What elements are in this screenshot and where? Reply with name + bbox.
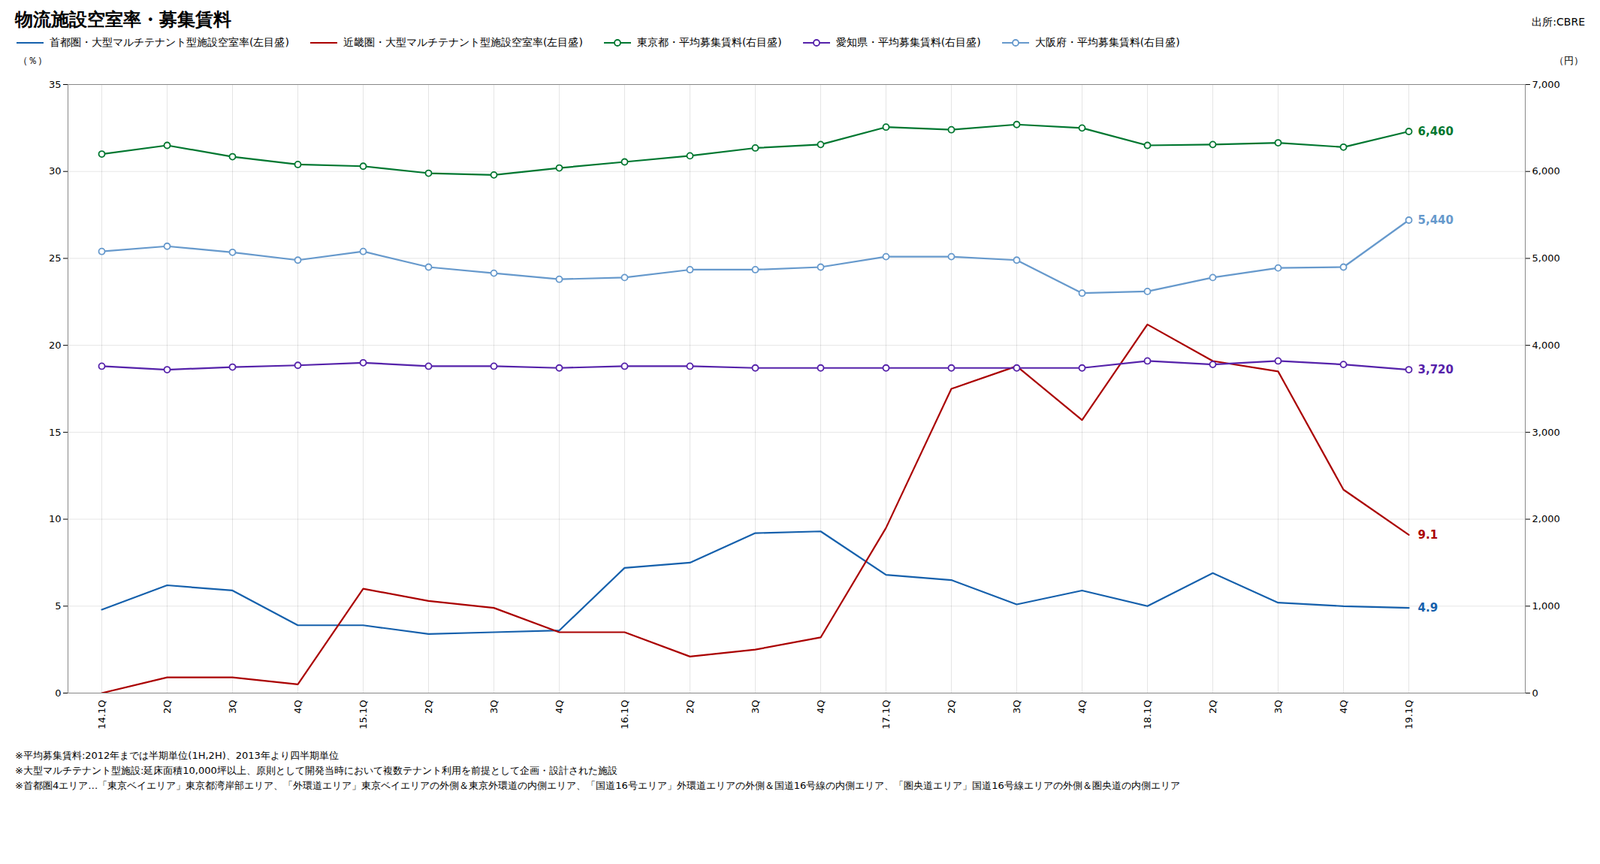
svg-text:4Q: 4Q	[292, 700, 304, 715]
svg-text:0: 0	[1532, 687, 1539, 699]
svg-text:14.1Q: 14.1Q	[96, 700, 108, 730]
svg-text:10: 10	[48, 513, 62, 525]
svg-text:3Q: 3Q	[749, 700, 761, 715]
svg-text:4,000: 4,000	[1532, 339, 1561, 351]
svg-text:15: 15	[48, 426, 62, 438]
svg-text:3Q: 3Q	[226, 700, 239, 715]
html-text:東京都・平均募集賃料(右目盛): 東京都・平均募集賃料(右目盛)	[636, 36, 782, 49]
svg-text:3,000: 3,000	[1532, 426, 1561, 438]
svg-text:4Q: 4Q	[1337, 700, 1350, 715]
html-text:愛知県・平均募集賃料(右目盛): 愛知県・平均募集賃料(右目盛)	[835, 36, 981, 49]
svg-text:30: 30	[48, 165, 62, 177]
html-text:出所:CBRE: 出所:CBRE	[1531, 15, 1585, 28]
svg-text:3Q: 3Q	[488, 700, 500, 715]
svg-text:16.1Q: 16.1Q	[618, 700, 631, 730]
html-text:近畿圏・大型マルチテナント型施設空室率(左目盛): 近畿圏・大型マルチテナント型施設空室率(左目盛)	[343, 36, 583, 49]
svg-text:7,000: 7,000	[1532, 78, 1561, 91]
html-text:首都圏・大型マルチテナント型施設空室率(左目盛): 首都圏・大型マルチテナント型施設空室率(左目盛)	[49, 36, 290, 49]
svg-text:4Q: 4Q	[1076, 700, 1088, 715]
svg-text:1,000: 1,000	[1532, 600, 1561, 612]
svg-text:6,000: 6,000	[1532, 165, 1561, 177]
svg-text:9.1: 9.1	[1418, 528, 1439, 542]
html-text:大阪府・平均募集賃料(右目盛): 大阪府・平均募集賃料(右目盛)	[1034, 36, 1180, 49]
svg-text:0: 0	[54, 687, 61, 699]
svg-text:（％）: （％）	[18, 54, 48, 67]
svg-text:35: 35	[48, 78, 62, 91]
svg-text:18.1Q: 18.1Q	[1141, 700, 1154, 730]
svg-text:2Q: 2Q	[1207, 700, 1219, 715]
svg-text:2,000: 2,000	[1532, 513, 1561, 525]
svg-text:2Q: 2Q	[422, 700, 435, 715]
svg-text:5,440: 5,440	[1418, 213, 1454, 227]
svg-text:6,460: 6,460	[1418, 124, 1454, 139]
html-text:※首都圏4エリア…「東京ベイエリア」東京都湾岸部エリア、「外: ※首都圏4エリア…「東京ベイエリア」東京都湾岸部エリア、「外環道エリア」東京ベイ…	[15, 779, 1180, 791]
svg-text:5: 5	[54, 600, 61, 612]
svg-text:2Q: 2Q	[684, 700, 696, 715]
svg-text:19.1Q: 19.1Q	[1403, 700, 1415, 730]
svg-text:20: 20	[48, 339, 62, 351]
svg-text:4.9: 4.9	[1418, 600, 1439, 615]
svg-text:（円）: （円）	[1554, 54, 1584, 67]
svg-text:3,720: 3,720	[1418, 362, 1454, 377]
svg-text:17.1Q: 17.1Q	[880, 700, 892, 730]
svg-text:5,000: 5,000	[1532, 252, 1561, 264]
svg-text:4Q: 4Q	[815, 700, 827, 715]
svg-text:3Q: 3Q	[1272, 700, 1284, 715]
svg-text:25: 25	[48, 252, 62, 264]
html-text:※大型マルチテナント型施設:延床面積10,000坪以上、原則: ※大型マルチテナント型施設:延床面積10,000坪以上、原則として開発当時におい…	[15, 764, 618, 776]
svg-text:4Q: 4Q	[553, 700, 565, 715]
svg-text:2Q: 2Q	[161, 700, 173, 715]
svg-text:15.1Q: 15.1Q	[357, 700, 369, 730]
html-text:※平均募集賃料:2012年までは半期単位(1H,2H)、20: ※平均募集賃料:2012年までは半期単位(1H,2H)、2013年より四半期単位	[15, 749, 339, 761]
svg-text:3Q: 3Q	[1011, 700, 1023, 715]
html-text:物流施設空室率・募集賃料: 物流施設空室率・募集賃料	[15, 9, 232, 31]
svg-text:2Q: 2Q	[945, 700, 957, 715]
